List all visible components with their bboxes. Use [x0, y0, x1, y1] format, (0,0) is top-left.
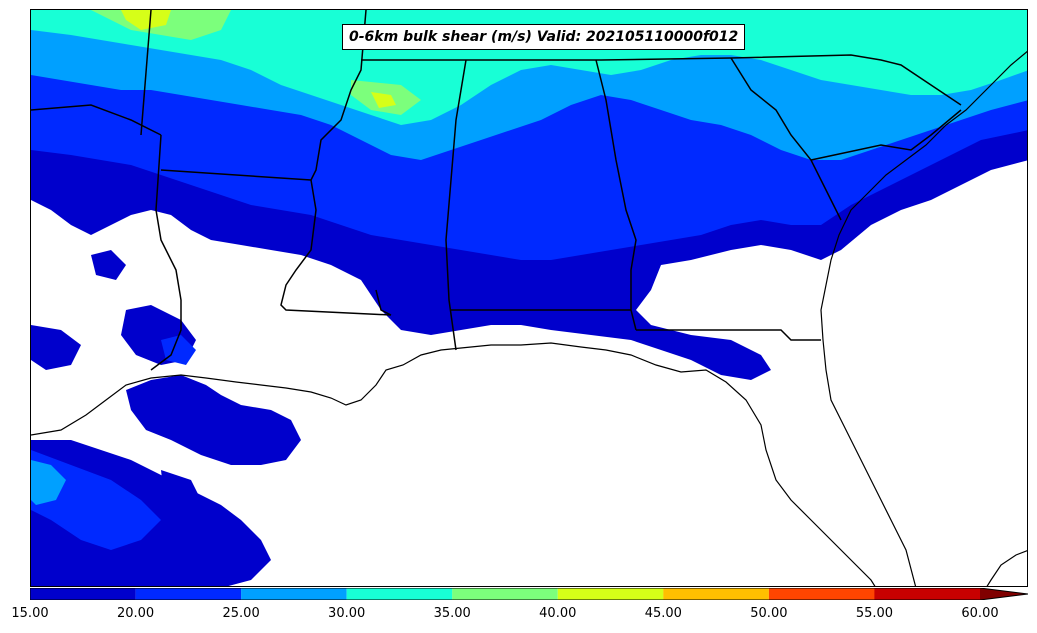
shear-band-40-45 — [121, 10, 396, 108]
state-borders — [31, 10, 962, 371]
colorbar-tick-label: 50.00 — [750, 606, 788, 621]
colorbar-swatch — [663, 588, 769, 600]
colorbar-swatch — [241, 588, 347, 600]
colorbar-extend-arrow — [980, 588, 1028, 600]
colorbar-tick-label: 45.00 — [644, 606, 682, 621]
colorbar-swatch — [557, 588, 664, 600]
colorbar-tick-label: 35.00 — [433, 606, 471, 621]
colorbar — [30, 588, 1028, 600]
map-title: 0-6km bulk shear (m/s) Valid: 2021051100… — [342, 24, 746, 50]
map-panel: 0-6km bulk shear (m/s) Valid: 2021051100… — [30, 9, 1028, 587]
colorbar-swatch — [874, 588, 980, 600]
colorbar-swatch — [135, 588, 242, 600]
shear-band-30-35 — [31, 10, 1027, 125]
colorbar-tick-label: 55.00 — [855, 606, 894, 621]
coastline — [31, 50, 1027, 586]
colorbar-swatch — [768, 588, 875, 600]
colorbar-tick-label: 25.00 — [222, 606, 260, 621]
colorbar-tick-label: 15.00 — [11, 606, 49, 621]
colorbar-tick-label: 40.00 — [539, 606, 577, 621]
colorbar-tick-label: 60.00 — [961, 606, 999, 621]
map-svg — [31, 10, 1027, 586]
colorbar-tick-label: 30.00 — [328, 606, 366, 621]
colorbar-swatch — [452, 588, 558, 600]
colorbar-swatch — [30, 588, 136, 600]
colorbar-swatch — [346, 588, 453, 600]
colorbar-tick-label: 20.00 — [116, 606, 155, 621]
